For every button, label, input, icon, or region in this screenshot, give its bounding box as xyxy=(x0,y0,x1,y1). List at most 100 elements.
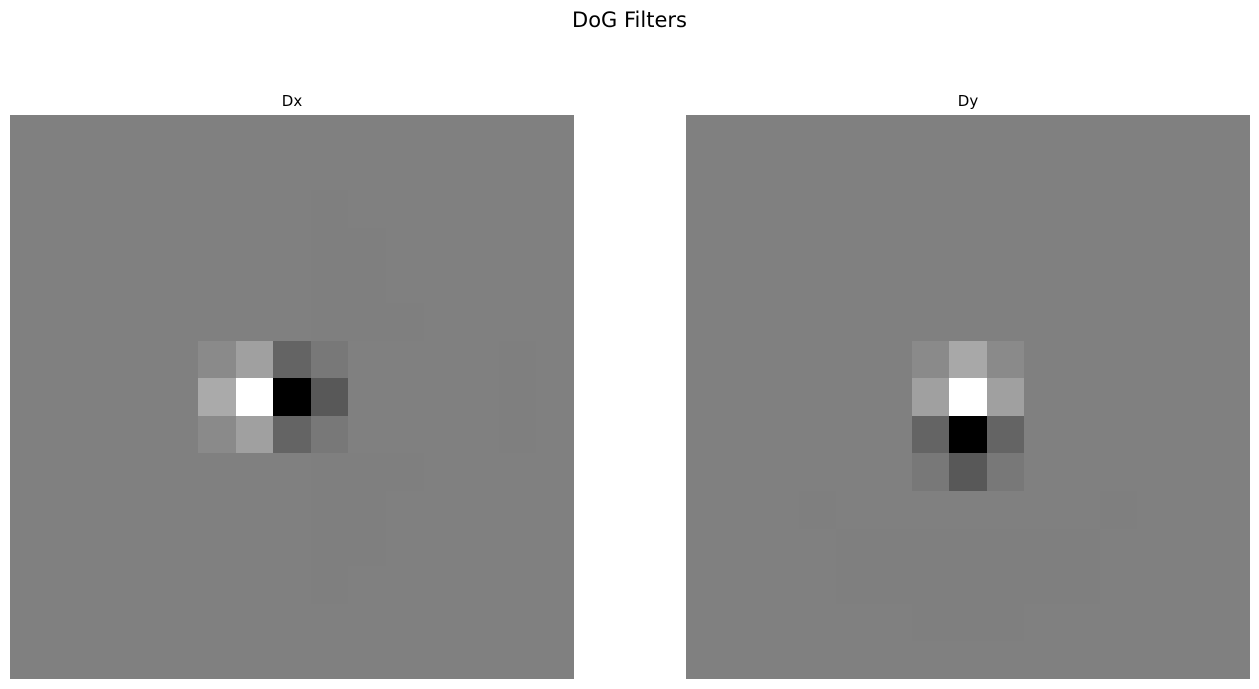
heatmap-cell-r11-c8 xyxy=(311,529,348,566)
heatmap-cell-r7-c4 xyxy=(836,378,874,416)
heatmap-cell-r2-c14 xyxy=(536,190,574,228)
heatmap-cell-r10-c4 xyxy=(836,491,874,529)
heatmap-cell-r3-c6 xyxy=(912,228,949,265)
heatmap-cell-r14-c9 xyxy=(348,641,386,679)
heatmap-cell-r8-c14 xyxy=(536,416,574,453)
heatmap-cell-r3-c8 xyxy=(311,228,348,265)
heatmap-cell-r13-c8 xyxy=(987,604,1024,641)
heatmap-cell-r9-c3 xyxy=(799,453,836,491)
heatmap-cell-r10-c8 xyxy=(987,491,1024,529)
heatmap-cell-r1-c7 xyxy=(273,153,311,190)
heatmap-cell-r3-c5 xyxy=(874,228,912,265)
heatmap-cell-r5-c11 xyxy=(1100,303,1137,341)
heatmap-cell-r3-c14 xyxy=(1212,228,1250,265)
heatmap-cell-r9-c0 xyxy=(10,453,48,491)
heatmap-cell-r8-c12 xyxy=(1137,416,1175,453)
heatmap-cell-r5-c10 xyxy=(386,303,424,341)
heatmap-cell-r12-c8 xyxy=(311,566,348,604)
heatmap-cell-r6-c0 xyxy=(10,341,48,378)
heatmap-cell-r8-c13 xyxy=(499,416,536,453)
heatmap-cell-r6-c3 xyxy=(123,341,160,378)
heatmap-cell-r12-c0 xyxy=(686,566,724,604)
heatmap-cell-r7-c11 xyxy=(1100,378,1137,416)
heatmap-cell-r9-c10 xyxy=(386,453,424,491)
heatmap-cell-r0-c6 xyxy=(912,115,949,153)
heatmap-cell-r6-c12 xyxy=(461,341,499,378)
heatmap-cell-r5-c3 xyxy=(123,303,160,341)
heatmap-cell-r0-c5 xyxy=(198,115,236,153)
heatmap-cell-r0-c14 xyxy=(1212,115,1250,153)
heatmap-cell-r13-c8 xyxy=(311,604,348,641)
heatmap-cell-r1-c9 xyxy=(348,153,386,190)
heatmap-cell-r3-c14 xyxy=(536,228,574,265)
heatmap-cell-r8-c5 xyxy=(874,416,912,453)
heatmap-cell-r14-c2 xyxy=(85,641,123,679)
heatmap-cell-r9-c4 xyxy=(160,453,198,491)
heatmap-cell-r14-c10 xyxy=(386,641,424,679)
heatmap-cell-r6-c14 xyxy=(1212,341,1250,378)
heatmap-cell-r8-c11 xyxy=(424,416,461,453)
heatmap-cell-r0-c14 xyxy=(536,115,574,153)
heatmap-cell-r5-c5 xyxy=(874,303,912,341)
heatmap-cell-r14-c10 xyxy=(1062,641,1100,679)
heatmap-cell-r13-c2 xyxy=(761,604,799,641)
heatmap-cell-r2-c13 xyxy=(499,190,536,228)
heatmap-cell-r12-c7 xyxy=(949,566,987,604)
heatmap-cell-r7-c11 xyxy=(424,378,461,416)
heatmap-dx xyxy=(10,115,574,679)
heatmap-cell-r4-c3 xyxy=(123,265,160,303)
heatmap-cell-r6-c6 xyxy=(236,341,273,378)
heatmap-cell-r11-c5 xyxy=(874,529,912,566)
heatmap-cell-r14-c8 xyxy=(987,641,1024,679)
heatmap-cell-r12-c8 xyxy=(987,566,1024,604)
heatmap-cell-r10-c5 xyxy=(874,491,912,529)
heatmap-cell-r7-c7 xyxy=(273,378,311,416)
heatmap-cell-r10-c9 xyxy=(348,491,386,529)
heatmap-cell-r8-c5 xyxy=(198,416,236,453)
heatmap-cell-r6-c8 xyxy=(311,341,348,378)
heatmap-cell-r11-c14 xyxy=(1212,529,1250,566)
heatmap-cell-r1-c10 xyxy=(1062,153,1100,190)
heatmap-cell-r4-c5 xyxy=(874,265,912,303)
heatmap-cell-r8-c14 xyxy=(1212,416,1250,453)
heatmap-cell-r13-c10 xyxy=(386,604,424,641)
heatmap-cell-r8-c11 xyxy=(1100,416,1137,453)
heatmap-cell-r13-c1 xyxy=(724,604,761,641)
heatmap-cell-r0-c8 xyxy=(987,115,1024,153)
heatmap-cell-r3-c13 xyxy=(499,228,536,265)
heatmap-cell-r1-c4 xyxy=(836,153,874,190)
heatmap-cell-r3-c5 xyxy=(198,228,236,265)
heatmap-cell-r12-c1 xyxy=(724,566,761,604)
heatmap-cell-r9-c1 xyxy=(48,453,85,491)
heatmap-cell-r7-c2 xyxy=(761,378,799,416)
heatmap-cell-r0-c5 xyxy=(874,115,912,153)
heatmap-cell-r12-c7 xyxy=(273,566,311,604)
heatmap-cell-r6-c5 xyxy=(874,341,912,378)
heatmap-cell-r1-c7 xyxy=(949,153,987,190)
heatmap-cell-r7-c13 xyxy=(1175,378,1212,416)
heatmap-cell-r0-c13 xyxy=(499,115,536,153)
heatmap-cell-r5-c1 xyxy=(724,303,761,341)
heatmap-cell-r13-c7 xyxy=(273,604,311,641)
heatmap-cell-r1-c8 xyxy=(987,153,1024,190)
heatmap-cell-r12-c1 xyxy=(48,566,85,604)
heatmap-cell-r8-c2 xyxy=(761,416,799,453)
heatmap-cell-r4-c10 xyxy=(1062,265,1100,303)
heatmap-cell-r12-c0 xyxy=(10,566,48,604)
heatmap-cell-r1-c2 xyxy=(85,153,123,190)
heatmap-cell-r3-c2 xyxy=(85,228,123,265)
heatmap-cell-r14-c0 xyxy=(686,641,724,679)
heatmap-cell-r3-c1 xyxy=(724,228,761,265)
heatmap-cell-r6-c3 xyxy=(799,341,836,378)
heatmap-cell-r5-c12 xyxy=(461,303,499,341)
heatmap-cell-r0-c4 xyxy=(836,115,874,153)
heatmap-cell-r6-c4 xyxy=(160,341,198,378)
heatmap-cell-r6-c11 xyxy=(424,341,461,378)
heatmap-cell-r11-c0 xyxy=(10,529,48,566)
heatmap-cell-r12-c5 xyxy=(198,566,236,604)
heatmap-cell-r3-c3 xyxy=(123,228,160,265)
heatmap-cell-r0-c3 xyxy=(799,115,836,153)
heatmap-cell-r5-c6 xyxy=(236,303,273,341)
heatmap-cell-r14-c6 xyxy=(912,641,949,679)
heatmap-cell-r5-c4 xyxy=(160,303,198,341)
